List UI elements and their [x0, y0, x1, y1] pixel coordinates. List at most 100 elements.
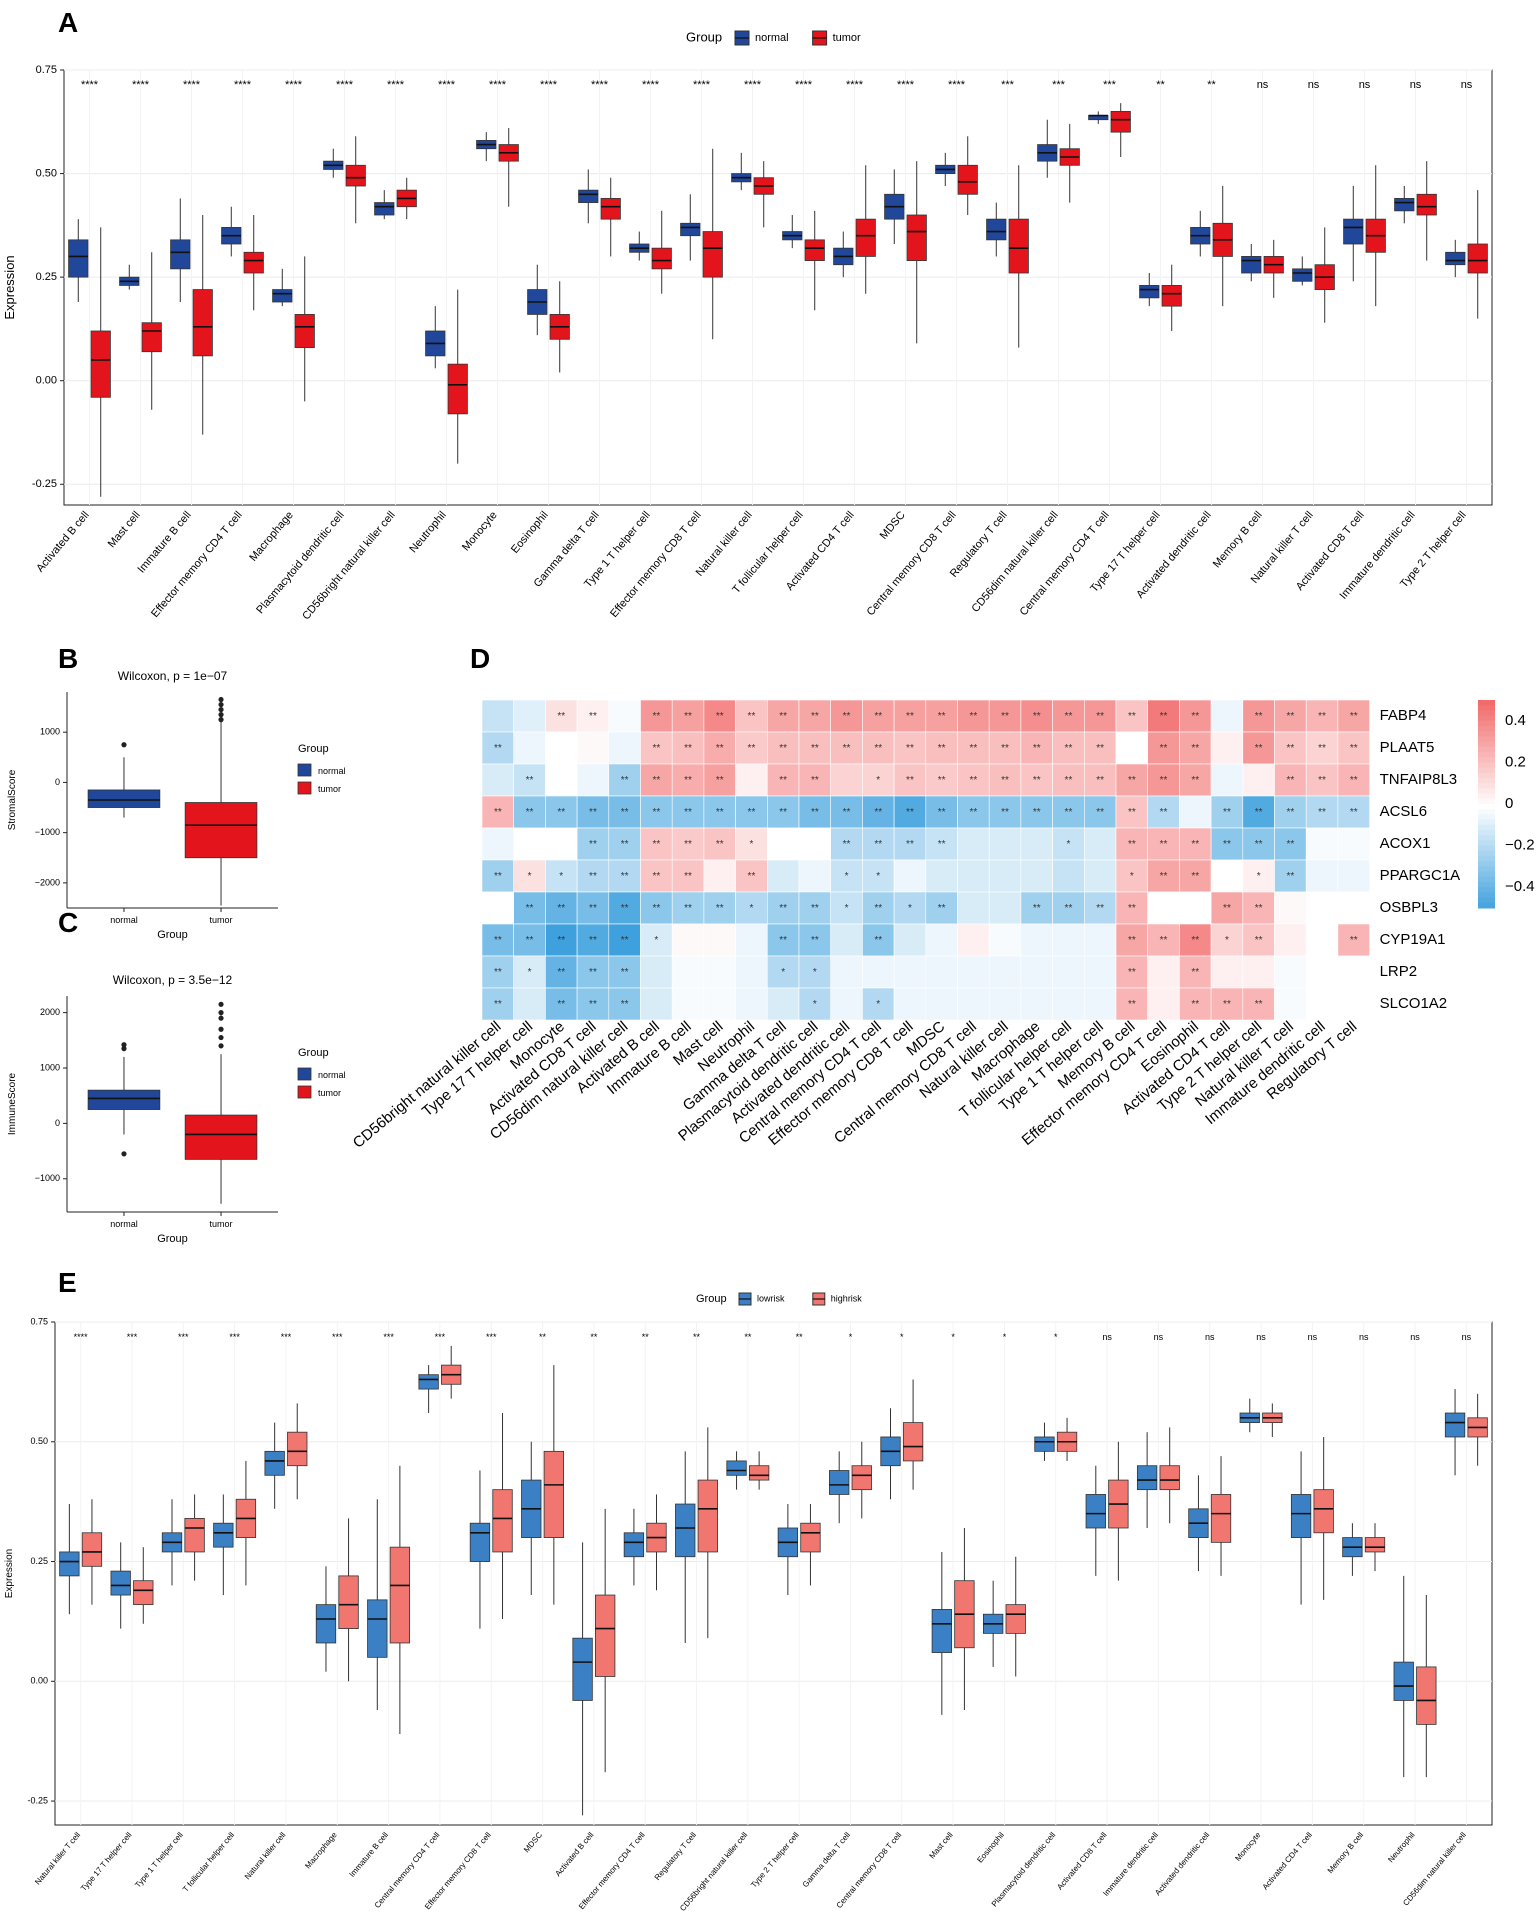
- outlier-point: [121, 1042, 127, 1048]
- significance-stars: **: [716, 711, 724, 722]
- significance-label: ns: [1308, 1332, 1318, 1342]
- significance-label: ****: [948, 79, 966, 91]
- significance-stars: **: [1255, 711, 1263, 722]
- significance-label: ****: [693, 79, 711, 91]
- colorbar-segment: [1478, 897, 1495, 904]
- heat-cell: [1179, 795, 1212, 829]
- heat-cell: [830, 955, 863, 989]
- significance-stars: *: [749, 839, 753, 850]
- box-highrisk: [1313, 1489, 1334, 1534]
- colorbar-segment: [1478, 804, 1495, 810]
- heat-cell: [1274, 891, 1307, 925]
- colorbar-tick-label: 0: [1505, 795, 1513, 812]
- significance-stars: **: [684, 903, 692, 914]
- heat-cell: [703, 891, 736, 925]
- significance-stars: **: [716, 807, 724, 818]
- box-normal: [374, 202, 395, 216]
- colorbar-segment: [1478, 767, 1495, 774]
- significance-stars: **: [716, 775, 724, 786]
- heat-cell: [1179, 923, 1212, 957]
- legend-title: Group: [696, 1293, 727, 1305]
- test-title: Wilcoxon, p = 1e−07: [118, 669, 228, 683]
- significance-stars: **: [589, 711, 597, 722]
- significance-stars: **: [589, 807, 597, 818]
- heat-cell: [1274, 923, 1307, 957]
- heat-cell: [1179, 699, 1212, 733]
- heat-cell: [1274, 987, 1307, 1021]
- heat-cell: [703, 987, 736, 1021]
- box-lowrisk: [1085, 1494, 1106, 1529]
- heat-cell: [1305, 923, 1339, 957]
- y-tick-label: 0: [55, 777, 60, 787]
- colorbar-segment: [1478, 809, 1495, 815]
- heat-cell: [766, 763, 800, 797]
- significance-stars: **: [589, 967, 597, 978]
- significance-label: ns: [1154, 1332, 1164, 1342]
- heat-cell: [576, 795, 610, 829]
- colorbar-segment: [1478, 850, 1495, 857]
- heat-cell: [703, 763, 736, 797]
- x-category-label: Type 2 T helper cell: [749, 1830, 801, 1889]
- heat-cell: [1052, 923, 1085, 957]
- heat-cell: [1242, 955, 1275, 989]
- heat-cell: [893, 955, 927, 989]
- significance-stars: **: [906, 839, 914, 850]
- box-highrisk: [902, 1422, 924, 1462]
- outlier-point: [218, 701, 224, 708]
- box-lowrisk: [264, 1450, 285, 1476]
- heat-cell: [703, 923, 736, 957]
- box-tumor: [90, 330, 111, 398]
- heat-cell: [1337, 827, 1370, 861]
- heat-cell: [513, 827, 546, 861]
- heat-cell: [608, 859, 641, 893]
- significance-label: **: [1156, 79, 1165, 91]
- significance-label: *: [1003, 1332, 1007, 1342]
- significance-stars: **: [969, 711, 977, 722]
- heat-cell: [1147, 699, 1180, 733]
- significance-stars: *: [528, 871, 532, 882]
- significance-stars: **: [1255, 935, 1263, 946]
- significance-stars: **: [1160, 935, 1168, 946]
- heat-cell: [1274, 763, 1307, 797]
- significance-label: **: [693, 1332, 701, 1342]
- y-axis-label: StromalScore: [7, 769, 18, 830]
- significance-label: **: [744, 1332, 752, 1342]
- x-category-label: Central memory CD8 T cell: [865, 509, 959, 618]
- colorbar-segment: [1478, 772, 1495, 779]
- significance-label: ns: [1410, 79, 1422, 91]
- panel-label-b: B: [58, 643, 78, 674]
- heat-cell: [988, 699, 1022, 733]
- x-category-label: CD56bright natural killer cell: [300, 509, 398, 622]
- significance-stars: *: [528, 967, 532, 978]
- box-tumor: [651, 247, 672, 270]
- x-tick-label: tumor: [210, 915, 233, 925]
- heat-cell: [1305, 859, 1339, 893]
- panel-b-stromal-boxplot: Wilcoxon, p = 1e−07 −2000 −1000 0 1000 normal…: [7, 669, 346, 941]
- row-label: CYP19A1: [1380, 931, 1446, 948]
- colorbar-segment: [1478, 762, 1495, 769]
- significance-stars: **: [874, 807, 882, 818]
- heat-cell: [671, 763, 705, 797]
- heat-cell: [671, 859, 705, 893]
- significance-stars: **: [811, 775, 819, 786]
- legend-key-tumor: [297, 1085, 312, 1099]
- colorbar-segment: [1478, 705, 1495, 711]
- colorbar-segment: [1478, 726, 1495, 732]
- heat-cell: [1305, 699, 1339, 733]
- heat-cell: [640, 763, 673, 797]
- significance-label: ****: [336, 79, 354, 91]
- box-tumor: [294, 314, 315, 348]
- significance-stars: **: [1286, 871, 1294, 882]
- x-category-label: Plasmacytoid dendritic cell: [254, 509, 347, 616]
- y-tick-label: 0.75: [36, 64, 57, 76]
- heat-cell: [957, 955, 990, 989]
- significance-stars: **: [938, 711, 946, 722]
- heat-cell: [1084, 859, 1117, 893]
- box-tumor: [855, 218, 876, 257]
- heat-cell: [608, 923, 641, 957]
- heat-cell: [957, 923, 990, 957]
- x-category-label: Eosinophil: [975, 1830, 1006, 1864]
- significance-stars: **: [811, 903, 819, 914]
- colorbar-segment: [1478, 793, 1495, 800]
- significance-stars: **: [557, 967, 565, 978]
